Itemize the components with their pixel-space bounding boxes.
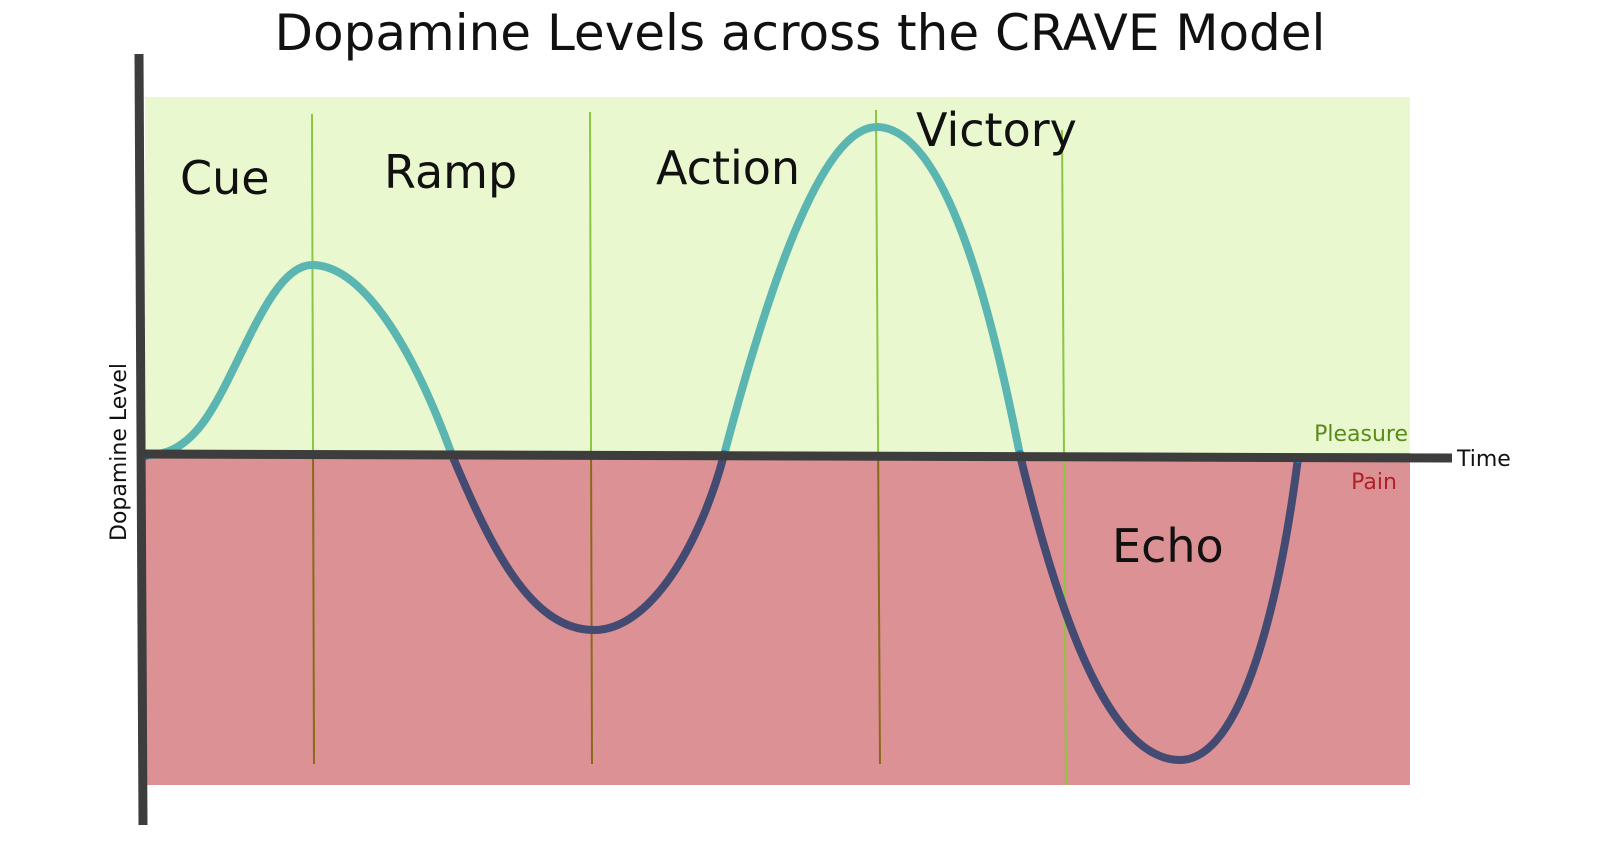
curve-segment-echo bbox=[1016, 451, 1302, 765]
pain-region bbox=[145, 453, 1410, 785]
y-axis bbox=[134, 53, 148, 826]
divider-ramp-action-upper bbox=[589, 111, 593, 455]
phase-label-cue: Cue bbox=[180, 151, 270, 205]
phase-label-ramp: Ramp bbox=[384, 145, 517, 199]
chart-title: Dopamine Levels across the CRAVE Model bbox=[275, 4, 1326, 62]
curve-segment-ramp-action bbox=[448, 451, 728, 635]
pain-label: Pain bbox=[1351, 470, 1397, 495]
divider-action-victory-upper bbox=[875, 109, 880, 455]
curve-segment-action-victory bbox=[720, 122, 1024, 459]
divider-action-victory-lower bbox=[877, 453, 881, 765]
phase-label-echo: Echo bbox=[1112, 519, 1224, 573]
divider-ramp-action-lower bbox=[590, 453, 593, 765]
x-axis-label: Time bbox=[1456, 447, 1511, 472]
divider-victory-echo-upper bbox=[1061, 129, 1065, 455]
curve-segment-cue-ramp bbox=[140, 260, 456, 460]
phase-label-victory: Victory bbox=[916, 103, 1077, 157]
divider-cue-ramp-upper bbox=[311, 113, 315, 455]
divider-cue-ramp-lower bbox=[312, 453, 315, 765]
phase-label-action: Action bbox=[656, 141, 800, 195]
y-axis-label: Dopamine Level bbox=[107, 363, 132, 541]
pleasure-label: Pleasure bbox=[1314, 422, 1408, 447]
x-axis bbox=[139, 449, 1453, 463]
